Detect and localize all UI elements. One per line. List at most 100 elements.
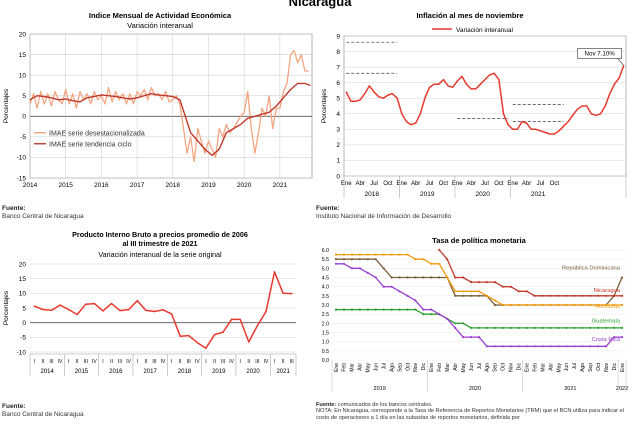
year-tick-label: 2021: [531, 191, 546, 198]
gdp-source: Fuente: Banco Central de Nicaragua: [2, 403, 84, 418]
y-tick-label: 5: [336, 96, 340, 103]
data-point: [243, 111, 245, 113]
data-point: [175, 95, 177, 97]
data-point: [477, 326, 481, 329]
data-point: [153, 310, 156, 313]
data-point: [597, 345, 600, 348]
x-tick-label: 2019: [201, 182, 216, 189]
data-point: [290, 54, 292, 56]
month-tick-label: Abr: [453, 363, 459, 371]
data-point: [366, 308, 369, 311]
x-tick-label: 2016: [94, 182, 109, 189]
source-text: comunicados de los bancos centrales.: [337, 402, 433, 408]
data-point: [541, 303, 544, 307]
y-tick-label: 2.0: [322, 321, 329, 327]
data-point: [334, 253, 338, 256]
data-point: [525, 290, 528, 293]
month-tick-label: Feb: [532, 363, 538, 372]
legend-label: IMAE serie tendencia ciclo: [49, 142, 132, 149]
data-point: [161, 99, 163, 101]
data-point: [589, 294, 592, 297]
series-label-honduras: Honduras: [595, 304, 620, 310]
data-point: [213, 333, 216, 336]
data-point: [211, 148, 213, 150]
callout-label: Nov 7.10%: [585, 51, 616, 58]
data-point: [218, 128, 220, 130]
data-point: [115, 96, 117, 97]
data-point: [430, 262, 433, 265]
data-point: [501, 345, 504, 348]
data-point: [398, 276, 401, 279]
chart-title: Inflación al mes de noviembre: [416, 11, 523, 20]
month-tick-label: Ago: [389, 363, 395, 372]
data-point: [535, 128, 537, 130]
data-point: [282, 91, 284, 93]
data-point: [462, 294, 465, 297]
data-point: [406, 294, 409, 297]
data-point: [398, 290, 401, 293]
data-point: [558, 130, 560, 132]
data-point: [345, 91, 347, 93]
data-point: [193, 161, 195, 162]
y-tick-label: 10: [19, 72, 27, 79]
data-point: [122, 93, 124, 95]
data-point: [150, 93, 152, 95]
data-point: [186, 152, 188, 154]
source-label: Fuente:: [2, 403, 26, 410]
data-point: [254, 152, 256, 154]
data-point: [512, 128, 514, 130]
data-point: [521, 121, 523, 123]
legend-label: IMAE serie desestacionalizada: [49, 131, 145, 138]
data-point: [595, 114, 597, 116]
policy-rate-chart-panel: Tasa de política monetaria 0.0 0.5 1.0 1.5 2.…: [312, 232, 638, 402]
data-point: [162, 309, 164, 311]
month-tick-label: Sep: [588, 363, 594, 372]
data-point: [477, 290, 481, 293]
y-axis-label: Porcentajes: [321, 88, 328, 123]
data-point: [549, 303, 552, 307]
data-point: [378, 96, 380, 98]
month-tick-label: Abr: [522, 181, 531, 187]
data-point: [33, 305, 36, 307]
y-tick-label: 2: [336, 142, 340, 149]
data-point: [390, 308, 393, 311]
data-point: [493, 281, 496, 284]
data-point: [530, 128, 532, 130]
data-point: [493, 345, 496, 348]
data-point: [358, 267, 361, 270]
data-point: [334, 262, 338, 265]
month-tick-label: Oct: [405, 362, 411, 370]
data-point: [334, 308, 338, 311]
quarter-tick-label: III: [152, 359, 156, 365]
data-point: [620, 276, 624, 279]
data-point: [573, 345, 576, 348]
data-point: [414, 258, 417, 261]
y-tick-label: 0.5: [322, 349, 329, 355]
data-point: [90, 103, 92, 105]
data-point: [143, 95, 145, 97]
data-point: [72, 93, 74, 95]
quarter-tick-label: II: [144, 359, 147, 365]
gdp-chart-panel: Producto Interno Bruto a precios promedi…: [0, 228, 318, 378]
data-point: [422, 313, 425, 316]
y-tick-label: 1.5: [322, 331, 329, 337]
month-tick-label: Oct: [501, 362, 507, 370]
data-point: [279, 107, 281, 109]
data-point: [470, 88, 472, 90]
quarter-tick-label: III: [221, 359, 225, 365]
data-point: [286, 82, 288, 84]
data-point: [470, 326, 473, 329]
y-tick-label: 0.0: [322, 358, 329, 364]
data-point: [597, 294, 600, 297]
data-point: [204, 152, 206, 154]
data-point: [517, 326, 520, 329]
data-point: [414, 308, 417, 311]
source-text: Banco Central de Nicaragua: [2, 212, 84, 220]
data-point: [414, 276, 417, 279]
series-line-variaci-n-interanual: [345, 65, 625, 135]
data-point: [573, 303, 576, 307]
y-tick-label: 15: [19, 52, 27, 59]
data-point: [240, 115, 242, 117]
inflation-source: Fuente: Instituto Nacional de Informació…: [316, 205, 451, 220]
month-tick-label: Mar: [445, 363, 451, 372]
